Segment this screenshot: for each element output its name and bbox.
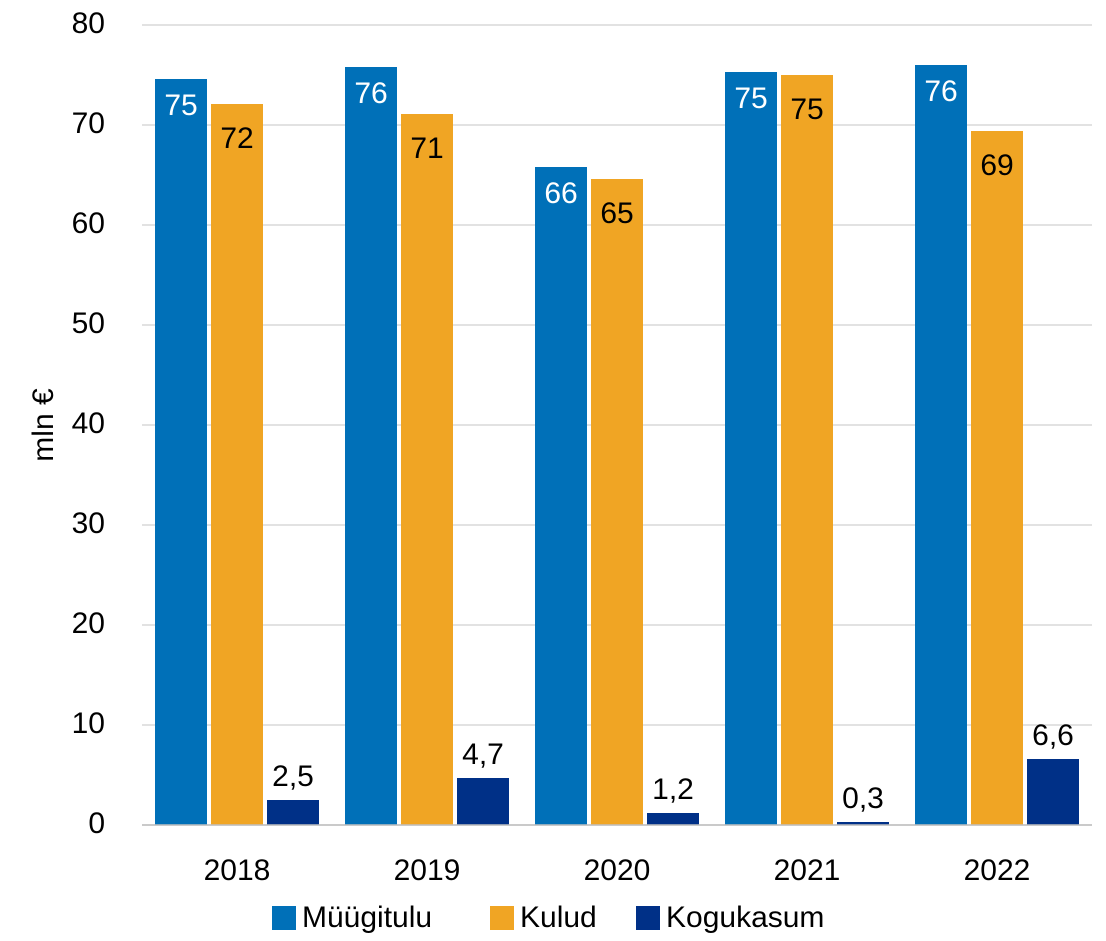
y-axis-label: mln € [27,388,60,462]
value-label: 76 [354,77,387,110]
x-tick-label: 2018 [204,854,271,887]
legend-label: Müügitulu [302,901,432,934]
x-tick-label: 2021 [774,854,841,887]
y-tick-label: 70 [72,107,105,140]
value-label: 6,6 [1032,719,1074,752]
bar [345,67,397,825]
bar [591,179,643,825]
bar [647,813,699,825]
bar [401,114,453,825]
bar [211,104,263,825]
value-label: 72 [220,122,253,155]
y-tick-label: 20 [72,607,105,640]
legend-swatch [272,906,296,930]
value-label: 71 [410,132,443,165]
value-label: 69 [980,149,1013,182]
x-tick-label: 2022 [964,854,1031,887]
y-tick-label: 50 [72,307,105,340]
x-tick-label: 2020 [584,854,651,887]
bar [971,131,1023,825]
value-label: 76 [924,75,957,108]
y-tick-label: 60 [72,207,105,240]
legend-swatch [636,906,660,930]
y-tick-label: 40 [72,407,105,440]
value-label: 0,3 [842,782,884,815]
y-tick-label: 30 [72,507,105,540]
legend-swatch [490,906,514,930]
value-label: 75 [164,89,197,122]
bar [837,822,889,825]
y-tick-label: 10 [72,707,105,740]
bar [267,800,319,825]
value-label: 65 [600,197,633,230]
bar [781,75,833,825]
bar [457,778,509,825]
legend-label: Kulud [520,901,597,934]
y-tick-label: 80 [72,7,105,40]
value-label: 75 [734,82,767,115]
value-label: 75 [790,93,823,126]
value-label: 1,2 [652,773,694,806]
bar [725,72,777,825]
y-tick-label: 0 [88,807,105,840]
value-label: 2,5 [272,760,314,793]
value-label: 4,7 [462,738,504,771]
value-label: 66 [544,177,577,210]
x-tick-label: 2019 [394,854,461,887]
bar [535,167,587,825]
bar [1027,759,1079,825]
bar [155,79,207,825]
bar [915,65,967,825]
legend-label: Kogukasum [666,901,824,934]
